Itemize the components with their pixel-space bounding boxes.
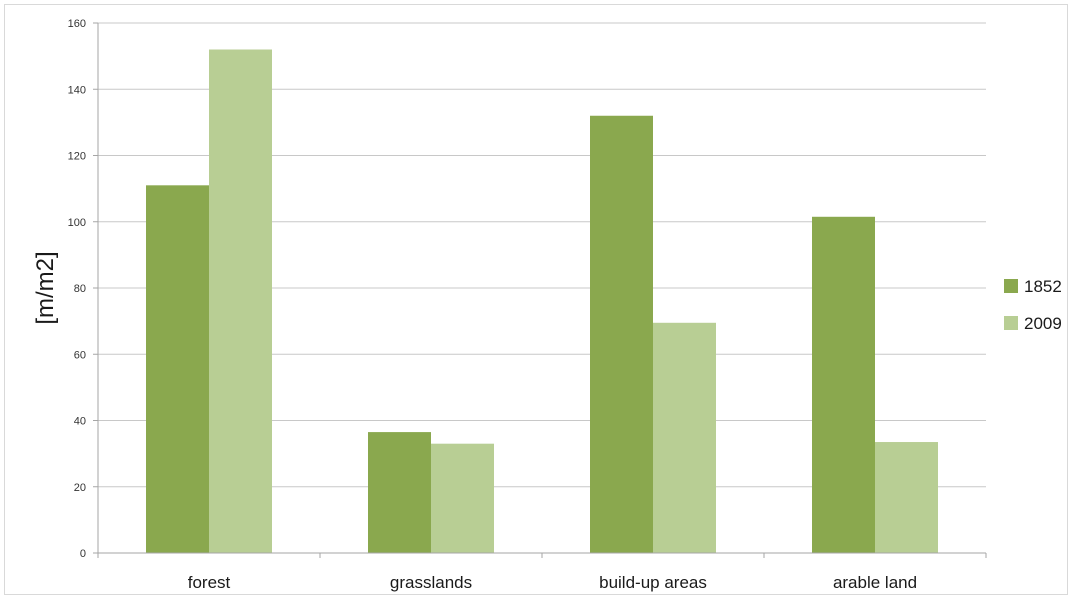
y-tick-label: 140 [68,84,86,96]
x-tick-label: grasslands [390,573,472,592]
x-tick-label: arable land [833,573,917,592]
bar-2009 [431,443,494,553]
y-tick-label: 0 [80,548,86,560]
bar-1852 [146,185,209,553]
y-tick-label: 40 [74,416,86,428]
bars [146,49,938,553]
bar-1852 [812,216,875,553]
bar-1852 [590,115,653,553]
y-axis-label: [m/m2] [32,251,59,324]
y-tick-label: 160 [68,18,86,30]
axes: 0 20 40 60 80 100 120 140 160 forest grasslands bui… [68,18,987,592]
y-tick-label: 120 [68,151,86,163]
legend-swatch-1852 [1004,279,1018,293]
bar-2009 [209,49,272,553]
legend-label-1852: 1852 [1024,277,1062,296]
x-tick-label: forest [188,573,231,592]
y-tick-label: 20 [74,482,86,494]
legend: 1852 2009 [1004,277,1062,333]
legend-swatch-2009 [1004,316,1018,330]
bar-1852 [368,432,431,553]
x-tick-label: build-up areas [599,573,707,592]
y-tick-label: 60 [74,349,86,361]
y-tick-label: 80 [74,283,86,295]
y-tick-label: 100 [68,217,86,229]
bar-2009 [653,322,716,553]
legend-label-2009: 2009 [1024,314,1062,333]
bar-2009 [875,442,938,553]
